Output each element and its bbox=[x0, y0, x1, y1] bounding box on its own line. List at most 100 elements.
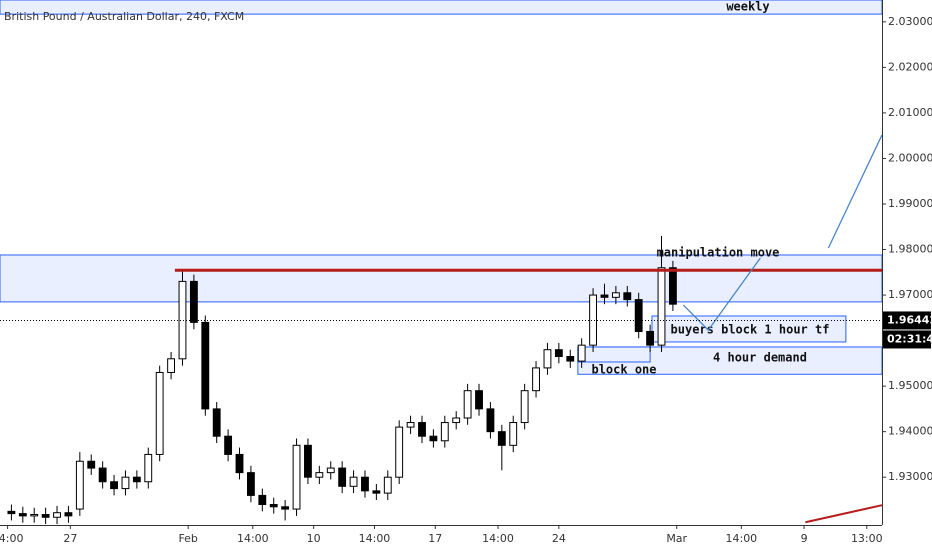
last-price-box bbox=[883, 311, 931, 330]
candle-body bbox=[361, 476, 369, 492]
y-tick-label: 2.01000 bbox=[888, 106, 932, 119]
candle-body bbox=[281, 506, 290, 510]
y-tick-label: 1.94000 bbox=[888, 425, 932, 438]
candle-body bbox=[235, 453, 244, 474]
candle-body bbox=[64, 512, 73, 517]
candle-body bbox=[475, 390, 483, 410]
chart-title: British Pound / Australian Dollar, 240, … bbox=[4, 10, 244, 23]
candle-body bbox=[7, 510, 16, 515]
candle-body bbox=[132, 476, 141, 483]
y-tick-label: 1.97000 bbox=[888, 288, 932, 301]
candle-body bbox=[189, 280, 198, 323]
x-tick-label: 10 bbox=[307, 532, 321, 545]
candle-body bbox=[634, 299, 643, 332]
y-tick-label: 2.00000 bbox=[888, 151, 932, 164]
trend-line bbox=[805, 504, 883, 524]
candle-body bbox=[315, 472, 324, 478]
y-tick-label: 1.99000 bbox=[888, 197, 932, 210]
plot-layer: weekly buyers block 1 hour tf 4 hour deman… bbox=[0, 0, 883, 525]
countdown-box bbox=[883, 330, 931, 349]
x-tick-label: 24 bbox=[552, 532, 566, 545]
zone-label: block one bbox=[591, 363, 656, 377]
candle-body bbox=[429, 435, 438, 442]
candle-body bbox=[452, 417, 461, 424]
candle-body bbox=[18, 513, 27, 517]
candle-body bbox=[246, 472, 255, 496]
candle-body bbox=[110, 481, 118, 490]
candle-body bbox=[201, 321, 210, 410]
candle-body bbox=[212, 408, 221, 437]
candle-body bbox=[463, 390, 472, 419]
candle-body bbox=[87, 460, 96, 469]
y-tick-label: 2.02000 bbox=[888, 60, 932, 73]
candle-body bbox=[668, 267, 677, 305]
x-tick-label: 14:00 bbox=[482, 532, 514, 545]
candle-body bbox=[566, 356, 575, 362]
candle-body bbox=[53, 512, 61, 518]
y-tick-label: 1.93000 bbox=[888, 470, 932, 483]
zone-label: buyers block 1 hour tf bbox=[671, 323, 830, 337]
candle-body bbox=[167, 358, 175, 373]
candle-body bbox=[611, 292, 620, 298]
x-tick-label: 27 bbox=[63, 532, 77, 545]
candle-body bbox=[155, 371, 164, 455]
candle-body bbox=[292, 444, 301, 510]
candle-body bbox=[326, 467, 335, 474]
candle-body bbox=[657, 267, 666, 346]
candle-body bbox=[600, 294, 609, 298]
candle-body bbox=[577, 344, 586, 362]
candle-body bbox=[383, 476, 392, 494]
candle-body bbox=[269, 504, 278, 508]
x-tick-label: Mar bbox=[666, 532, 687, 545]
y-tick-label: 1.98000 bbox=[888, 243, 932, 256]
candle-body bbox=[589, 294, 597, 346]
candle-body bbox=[406, 422, 415, 428]
candle-body bbox=[144, 453, 153, 483]
y-tick-label: 2.03000 bbox=[888, 15, 932, 28]
candle-body bbox=[338, 467, 347, 487]
candle-body bbox=[440, 422, 449, 442]
candle-body bbox=[543, 349, 552, 369]
candle-body bbox=[98, 467, 107, 483]
x-tick-label: 14:00 bbox=[359, 532, 391, 545]
candle-body bbox=[509, 422, 518, 446]
candle-body bbox=[75, 460, 84, 510]
candle-body bbox=[304, 444, 312, 478]
x-tick-label: 17 bbox=[428, 532, 442, 545]
zone bbox=[0, 254, 883, 303]
candle-body bbox=[349, 476, 358, 487]
last-price-label: 1.96442 bbox=[887, 313, 932, 326]
candle-body bbox=[178, 280, 187, 360]
candle-body bbox=[623, 292, 632, 301]
countdown-label: 02:31:43 bbox=[887, 332, 932, 345]
candle-body bbox=[224, 435, 233, 455]
candle-body bbox=[520, 390, 529, 424]
candle-body bbox=[532, 367, 540, 392]
trend-line bbox=[682, 257, 761, 332]
candle-body bbox=[646, 330, 655, 346]
candle-body bbox=[41, 514, 50, 518]
candle-body bbox=[258, 494, 267, 506]
candle-body bbox=[486, 408, 495, 433]
candle-body bbox=[395, 426, 404, 478]
x-tick-label: 14:00 bbox=[237, 532, 269, 545]
x-tick-label: Feb bbox=[178, 532, 197, 545]
candle-body bbox=[30, 514, 39, 517]
level-label: manipulation move bbox=[657, 246, 780, 260]
candle-body bbox=[554, 349, 563, 358]
candle-body bbox=[121, 476, 130, 490]
y-tick-label: 1.95000 bbox=[888, 379, 932, 392]
candle-body bbox=[497, 431, 506, 446]
candle-body bbox=[418, 422, 426, 437]
zone bbox=[577, 346, 651, 363]
trend-line bbox=[827, 134, 883, 249]
x-tick-label: 14:00 bbox=[0, 532, 23, 545]
x-tick-label: 9 bbox=[801, 532, 808, 545]
x-tick-label: 14:00 bbox=[725, 532, 757, 545]
zone-label: weekly bbox=[726, 0, 769, 14]
x-tick-label: 13:00 bbox=[851, 532, 883, 545]
candle-body bbox=[372, 490, 381, 494]
zone-label: 4 hour demand bbox=[713, 351, 807, 365]
